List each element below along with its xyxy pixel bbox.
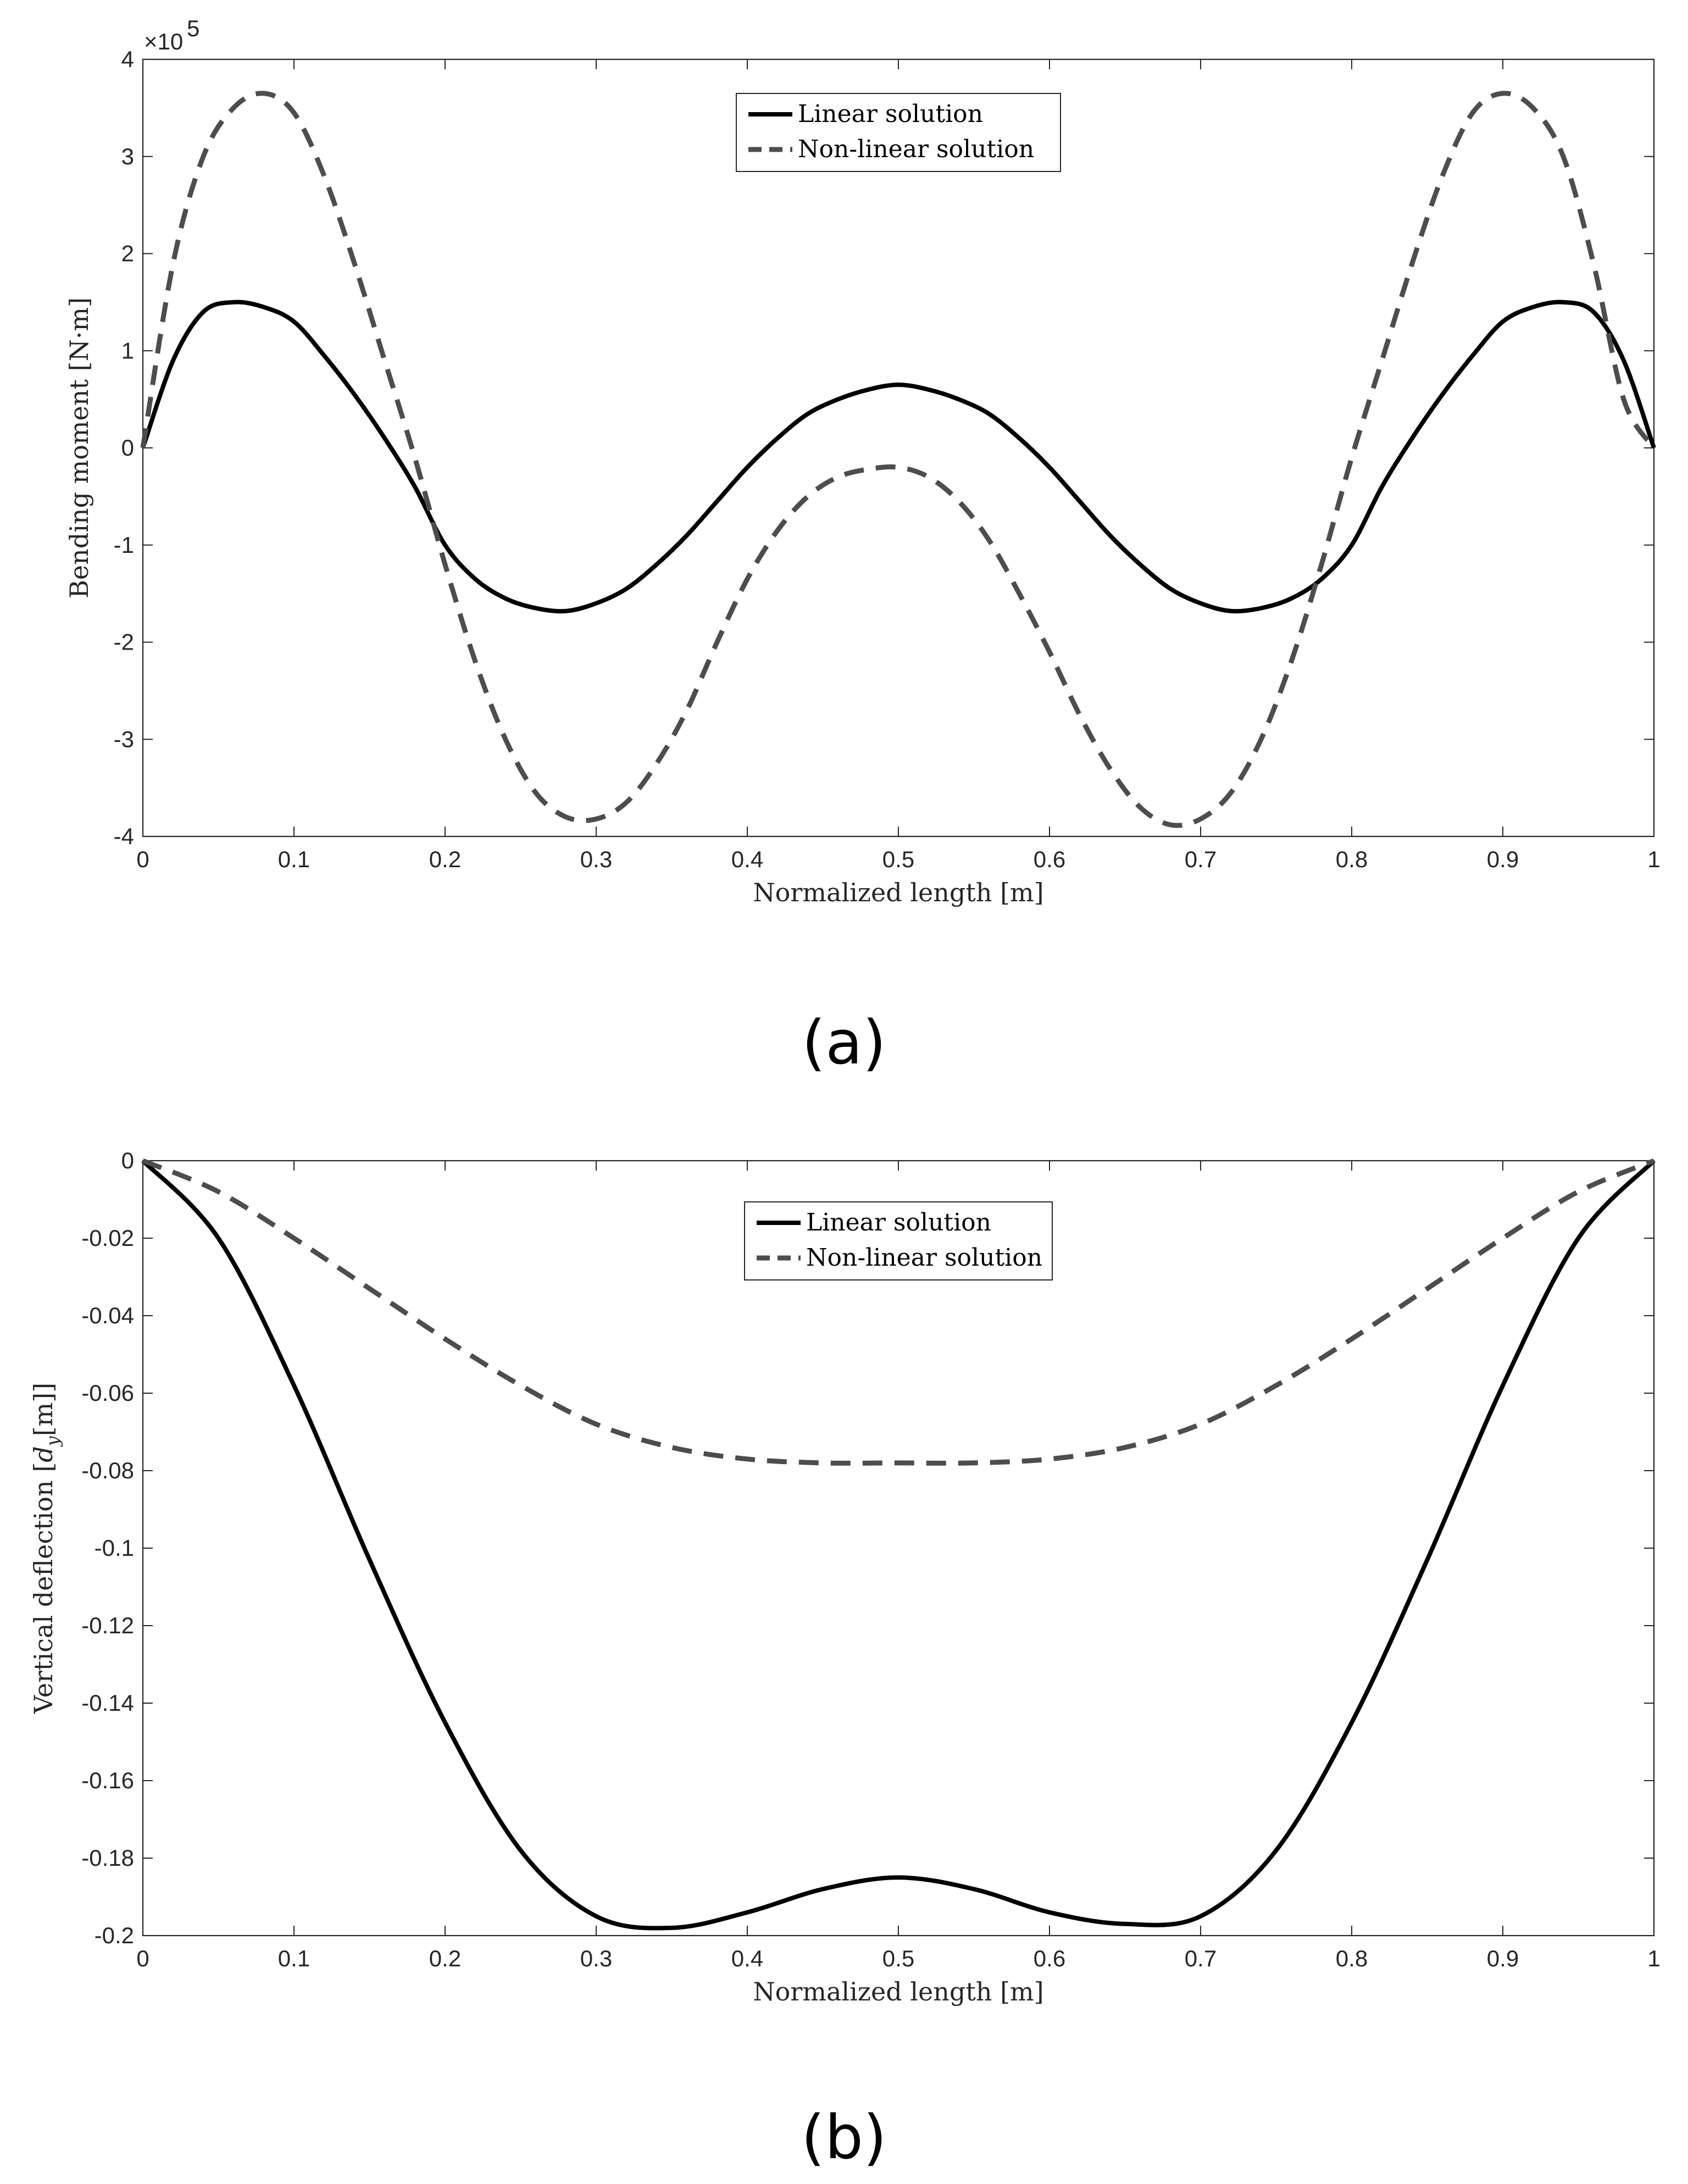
- y-tick-label: -0.16: [81, 1767, 134, 1793]
- x-tick-label: 0.8: [1336, 846, 1368, 872]
- y-tick-label: 1: [121, 337, 134, 363]
- y-multiplier-exponent: 5: [187, 15, 199, 41]
- x-tick-label: 0.4: [731, 1945, 763, 1971]
- y-tick-label: 4: [121, 46, 134, 72]
- plot-area: [142, 58, 1655, 838]
- x-axis-label: Normalized length [m]: [753, 878, 1043, 907]
- y-axis-label-unit: [m]]: [29, 1383, 58, 1436]
- y-tick-label: 0: [121, 435, 134, 461]
- x-tick-label: 0.3: [580, 846, 612, 872]
- x-tick-label: 0.8: [1336, 1945, 1368, 1971]
- panel-label: (b): [801, 2102, 887, 2172]
- x-tick-label: 0.2: [429, 846, 461, 872]
- x-tick-label: 0.1: [278, 846, 310, 872]
- y-axis-label-variable: d: [29, 1446, 58, 1462]
- y-tick-label: -4: [114, 823, 134, 849]
- linear-solution-line: [141, 1159, 1656, 1931]
- vertical-deflection-chart: 0 0.1 0.2 0.3 0.4 0.5 0.6 0.7 0.8 0.9 1 -0.2 -0.18 -0…: [29, 1148, 1661, 2172]
- legend-box: [736, 93, 1061, 172]
- y-tick-label: -2: [114, 629, 134, 655]
- x-tick-label: 0.4: [731, 846, 763, 872]
- figure-panel-b: 0 0.1 0.2 0.3 0.4 0.5 0.6 0.7 0.8 0.9 1 -0.2 -0.18 -0…: [0, 1092, 1688, 2184]
- x-tick-label: 0: [136, 1945, 149, 1971]
- y-tick-label: -0.18: [81, 1845, 134, 1871]
- x-tick-label: 0.5: [882, 1945, 914, 1971]
- linear-solution-line: [141, 300, 1656, 614]
- y-axis-label: Bending moment [N·m]: [64, 297, 94, 598]
- bending-moment-chart: 0 0.1 0.2 0.3 0.4 0.5 0.6 0.7 0.8 0.9 1 -4 -3 -2 -1 0 1 2…: [64, 15, 1661, 1078]
- y-axis-label-subscript: y: [42, 1435, 63, 1447]
- y-tick-label: -1: [114, 532, 134, 558]
- y-tick-label: -0.1: [95, 1535, 134, 1561]
- figure-panel-a: 0 0.1 0.2 0.3 0.4 0.5 0.6 0.7 0.8 0.9 1 -4 -3 -2 -1 0 1 2…: [64, 15, 1661, 1078]
- panel-label: (a): [802, 1007, 886, 1078]
- x-tick-label: 0.1: [278, 1945, 310, 1971]
- x-tick-label: 0.9: [1487, 1945, 1519, 1971]
- x-tick-label: 0.6: [1034, 846, 1065, 872]
- y-tick-label: -3: [114, 726, 134, 752]
- y-axis-label: Vertical deflection [dy[m]]: [29, 1383, 63, 1714]
- legend-entry-label: Linear solution: [798, 100, 983, 128]
- x-tick-label: 0.6: [1034, 1945, 1065, 1971]
- x-tick-label: 0.2: [429, 1945, 461, 1971]
- x-tick-label: 0.7: [1185, 1945, 1217, 1971]
- x-tick-label: 0: [136, 846, 149, 872]
- y-tick-label: -0.14: [81, 1690, 134, 1716]
- x-tick-label: 0.7: [1185, 846, 1217, 872]
- y-tick-label: 2: [121, 241, 134, 267]
- x-tick-label: 0.3: [580, 1945, 612, 1971]
- y-multiplier-label: ×10: [144, 29, 183, 54]
- x-tick-label: 1: [1647, 846, 1660, 872]
- y-tick-label: -0.06: [81, 1380, 134, 1406]
- nonlinear-solution-line: [140, 91, 1656, 828]
- legend-entry-label: Linear solution: [806, 1209, 991, 1237]
- legend-entry-label: Non-linear solution: [798, 135, 1034, 163]
- x-tick-label: 0.5: [882, 846, 914, 872]
- x-axis-label: Normalized length [m]: [753, 1977, 1043, 2006]
- plot-area: [142, 1160, 1655, 1937]
- y-tick-label: -0.02: [81, 1225, 134, 1251]
- y-tick-label: -0.12: [81, 1612, 134, 1638]
- nonlinear-solution-line: [142, 1158, 1655, 1466]
- y-tick-label: -0.08: [81, 1457, 134, 1483]
- legend-box: [744, 1201, 1053, 1281]
- y-axis-label-text: Vertical deflection [: [29, 1462, 58, 1714]
- legend-entry-label: Non-linear solution: [806, 1244, 1042, 1272]
- x-tick-label: 1: [1647, 1945, 1660, 1971]
- y-tick-label: -0.2: [95, 1922, 134, 1948]
- y-tick-label: -0.04: [81, 1302, 134, 1328]
- y-tick-label: 0: [121, 1148, 134, 1173]
- y-tick-label: 3: [121, 143, 134, 169]
- x-tick-label: 0.9: [1487, 846, 1519, 872]
